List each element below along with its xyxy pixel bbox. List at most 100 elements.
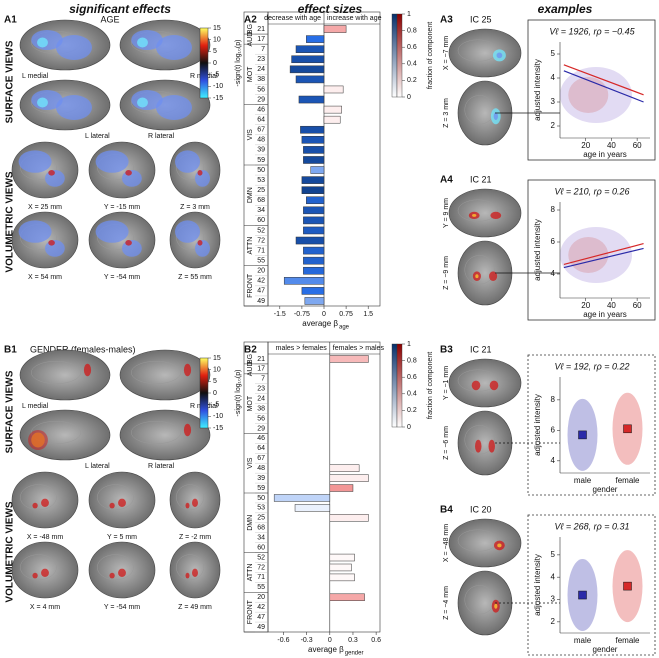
- x-axis-label: average β: [308, 645, 344, 654]
- bar: [301, 287, 325, 295]
- activation-blob: [472, 213, 477, 217]
- activation-blob: [48, 170, 55, 176]
- rotated-label: ATTN: [247, 237, 254, 255]
- rotated-label: SURFACE VIEWS: [5, 40, 16, 123]
- colorbar: [396, 343, 403, 428]
- brain-shape: [119, 349, 211, 401]
- y-tick-label: 5: [551, 550, 556, 559]
- activation-blob: [18, 220, 52, 243]
- colorbar-tick-label: 0.8: [407, 27, 417, 34]
- colorbar: [199, 357, 209, 429]
- rotated-label: Y = 9 mm: [443, 198, 450, 228]
- y-tick-label: 3: [551, 97, 556, 106]
- plot-frame: [267, 341, 381, 633]
- brain-image: [457, 410, 513, 476]
- colorbar-tick-label: 0.2: [407, 407, 417, 414]
- activation-blob: [156, 95, 192, 120]
- activation-blob: [137, 37, 148, 48]
- brain-fold: [176, 554, 204, 581]
- colorbar-tick-label: -5: [213, 72, 219, 79]
- bar: [295, 45, 325, 53]
- x-tick-label: 60: [633, 141, 642, 150]
- activation-blob: [497, 543, 502, 548]
- y-tick-label: 4: [551, 269, 556, 278]
- category-label: 52: [257, 554, 265, 561]
- category-label: 25: [257, 515, 265, 522]
- rotated-label: AUD: [247, 32, 254, 47]
- bar: [329, 573, 355, 582]
- annotation: Vℓ = 1926, rρ = −0.45: [549, 26, 635, 36]
- colorbar-tick-label: 10: [213, 37, 221, 44]
- x-tick-label: 20: [581, 301, 590, 310]
- activation-blob: [118, 498, 126, 507]
- activation-blob: [475, 439, 482, 453]
- bar: [303, 226, 325, 235]
- y-tick-label: 6: [551, 237, 556, 246]
- y-tick-label: 8: [551, 205, 556, 214]
- plot-box: [527, 179, 656, 321]
- activation-blob: [121, 240, 142, 257]
- x-axis-label: gender: [593, 645, 618, 654]
- category-label: 7: [261, 46, 265, 53]
- y-tick-label: 4: [551, 456, 556, 465]
- annotation: Vℓ = 192, rρ = 0.22: [554, 361, 629, 371]
- activation-blob: [489, 271, 498, 282]
- bar: [310, 166, 325, 174]
- activation-blob: [118, 568, 126, 577]
- rotated-label: SURFACE VIEWS: [5, 370, 16, 453]
- brain-image: [119, 19, 211, 71]
- brain-fold: [31, 421, 81, 444]
- activation-blob: [185, 502, 190, 509]
- colorbar: [391, 13, 398, 98]
- bar: [283, 277, 325, 285]
- y-tick-label: 4: [551, 572, 556, 581]
- colorbar-tick-label: 5: [213, 378, 217, 385]
- colorbar-tick-label: 0.6: [407, 44, 417, 51]
- x-tick-label: 0.3: [348, 637, 358, 644]
- brain-fold: [464, 255, 495, 285]
- brain-fold: [457, 199, 498, 222]
- colorbar: [396, 13, 403, 98]
- category-label: 39: [257, 475, 265, 482]
- rotated-label: Z = −6 mm: [443, 426, 450, 460]
- rotated-label: -sign(t) log₁₀(p): [235, 40, 242, 87]
- bar: [303, 266, 325, 275]
- colorbar: [391, 343, 398, 428]
- bar: [329, 514, 369, 522]
- point-cloud: [560, 67, 632, 123]
- brain-image: [11, 211, 79, 269]
- category-label: 59: [257, 157, 265, 164]
- x-tick-label: -0.75: [294, 311, 310, 318]
- rotated-label: DMN: [247, 515, 254, 531]
- brain-image: [169, 141, 221, 199]
- colorbar-tick-label: 15: [213, 355, 221, 362]
- y-tick-label: 6: [551, 425, 556, 434]
- label: IC 20: [470, 504, 492, 514]
- x-tick-label: male: [574, 476, 592, 485]
- bar: [273, 494, 331, 502]
- category-label: 17: [257, 366, 265, 373]
- label: IC 25: [470, 14, 492, 24]
- activation-blob: [95, 220, 129, 243]
- label: A3: [440, 15, 453, 26]
- activation-blob: [489, 380, 499, 391]
- bar: [291, 55, 325, 64]
- brain-image: [448, 188, 522, 238]
- activation-blob: [496, 52, 503, 59]
- brain-image: [169, 541, 221, 599]
- colorbar-tick-label: 10: [213, 367, 221, 374]
- activation-blob: [28, 430, 48, 450]
- category-label: 56: [257, 86, 265, 93]
- colorbar-tick-label: 5: [213, 48, 217, 55]
- colorbar-tick-label: 15: [213, 25, 221, 32]
- label: R lateral: [148, 133, 175, 140]
- brain-image: [11, 541, 79, 599]
- rotated-label: DMN: [247, 187, 254, 203]
- bar: [329, 593, 365, 601]
- brain-image: [457, 80, 513, 146]
- bar: [300, 125, 325, 134]
- brain-image: [169, 471, 221, 529]
- brain-fold: [176, 484, 204, 511]
- label: L lateral: [85, 463, 110, 470]
- category-label: 68: [257, 197, 265, 204]
